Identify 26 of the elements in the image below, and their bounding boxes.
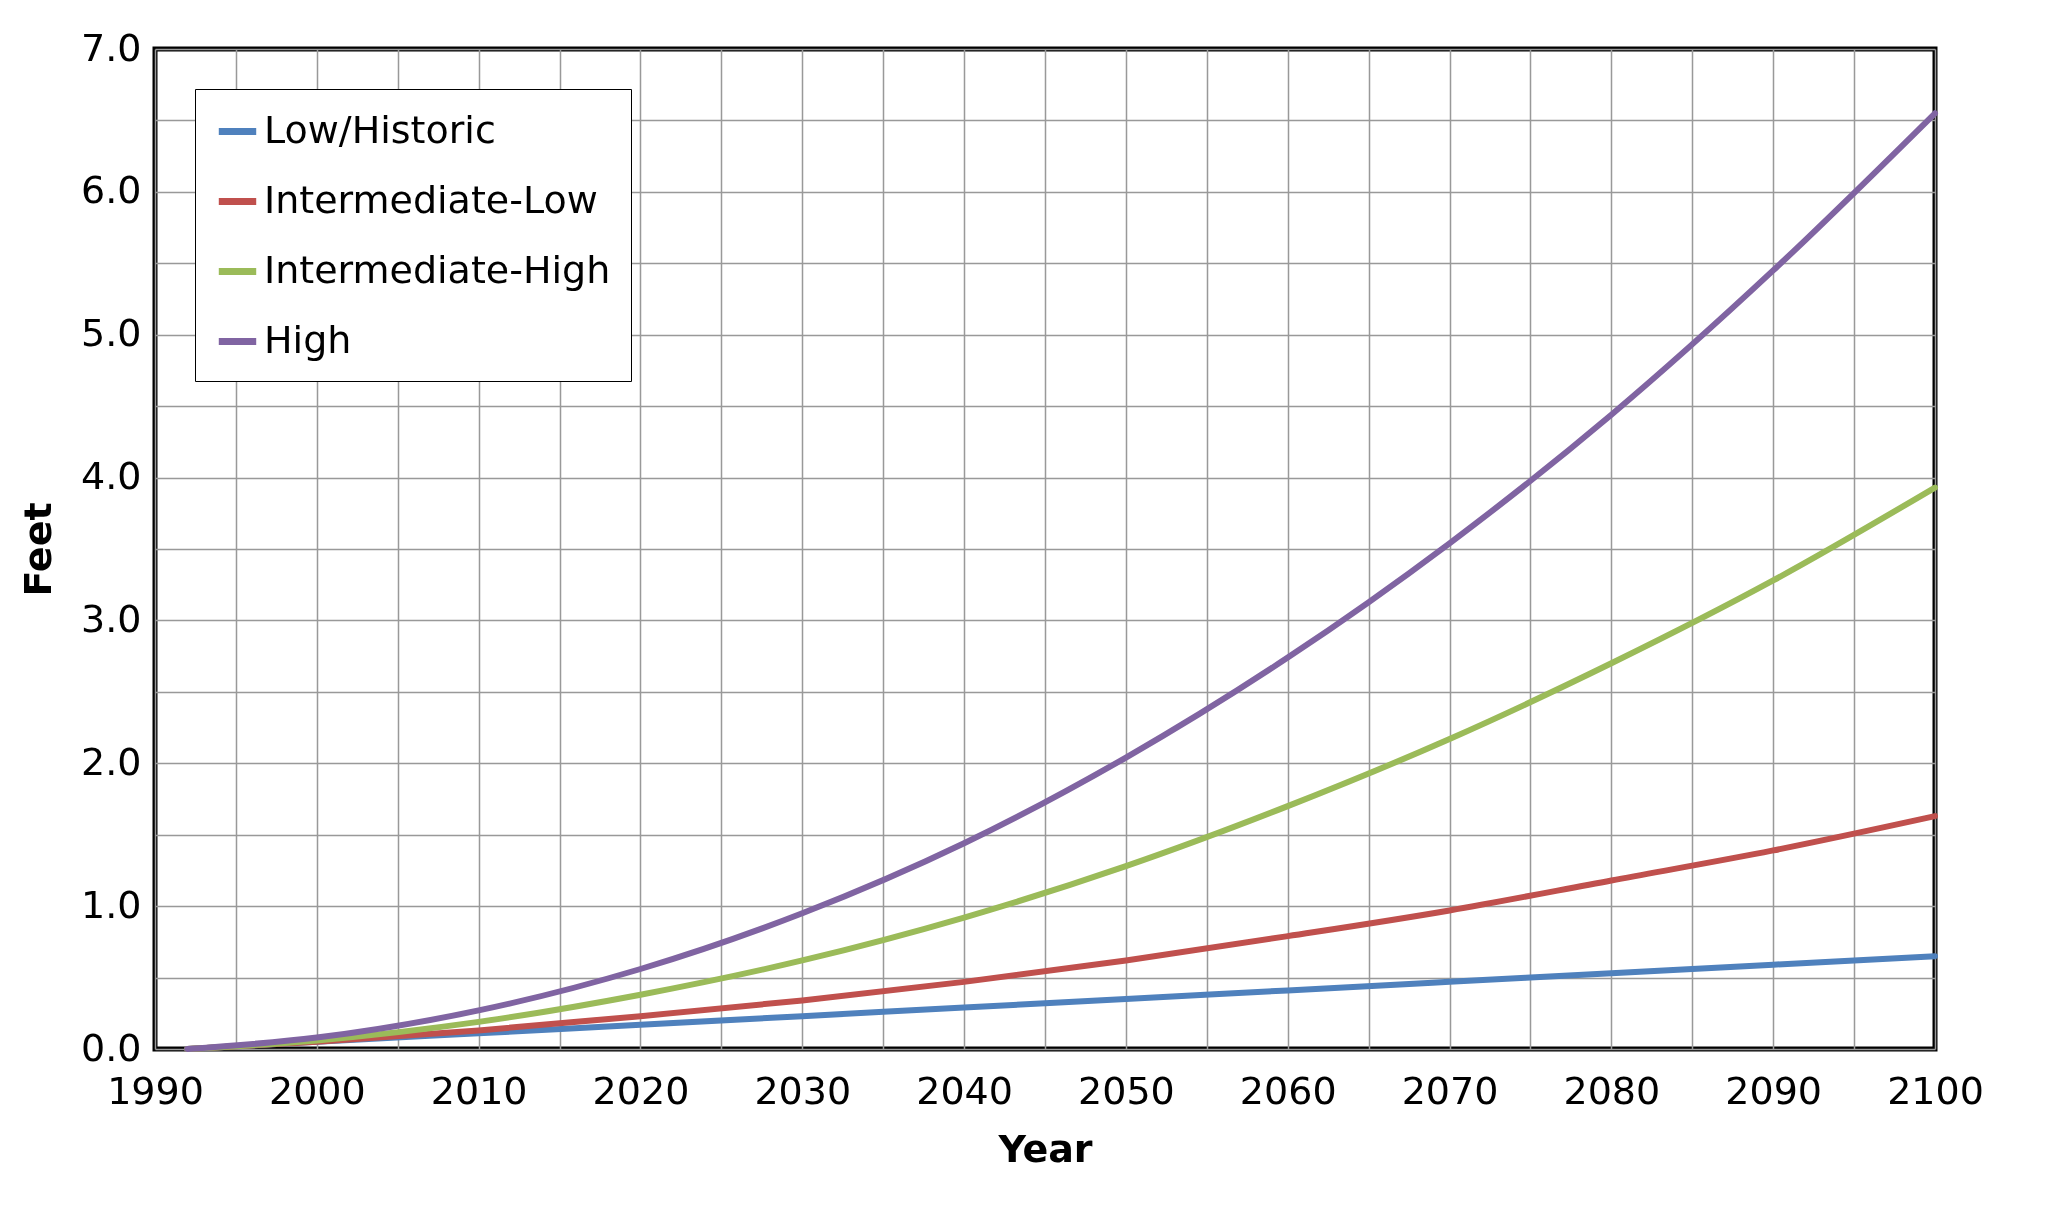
y-tick-label: 2.0 — [81, 739, 142, 784]
y-tick-label: 4.0 — [81, 454, 142, 499]
x-axis-title: Year — [997, 1126, 1093, 1171]
y-axis-title: Feet — [16, 502, 61, 597]
x-tick-label: 2090 — [1725, 1068, 1823, 1113]
y-tick-label: 3.0 — [81, 596, 142, 641]
legend-label: Low/Historic — [264, 107, 496, 152]
legend-label: High — [264, 317, 352, 362]
x-tick-label: 2040 — [916, 1068, 1013, 1113]
x-tick-label: 2050 — [1078, 1068, 1175, 1113]
x-tick-label: 2010 — [430, 1068, 528, 1113]
x-tick-label: 2030 — [754, 1068, 852, 1113]
x-tick-label: 2080 — [1563, 1068, 1661, 1113]
x-tick-label: 2000 — [268, 1068, 366, 1113]
x-tick-label: 2020 — [592, 1068, 690, 1113]
y-tick-label: 6.0 — [81, 168, 142, 213]
y-tick-label: 5.0 — [81, 311, 142, 356]
legend-label: Intermediate-Low — [264, 177, 598, 222]
x-tick-label: 2070 — [1401, 1068, 1499, 1113]
legend-label: Intermediate-High — [264, 247, 611, 292]
y-tick-label: 1.0 — [81, 882, 142, 927]
y-tick-label: 7.0 — [81, 25, 142, 70]
x-tick-label: 1990 — [107, 1068, 204, 1113]
x-tick-label: 2100 — [1887, 1068, 1984, 1113]
y-tick-label: 0.0 — [81, 1025, 142, 1070]
x-tick-label: 2060 — [1239, 1068, 1337, 1113]
